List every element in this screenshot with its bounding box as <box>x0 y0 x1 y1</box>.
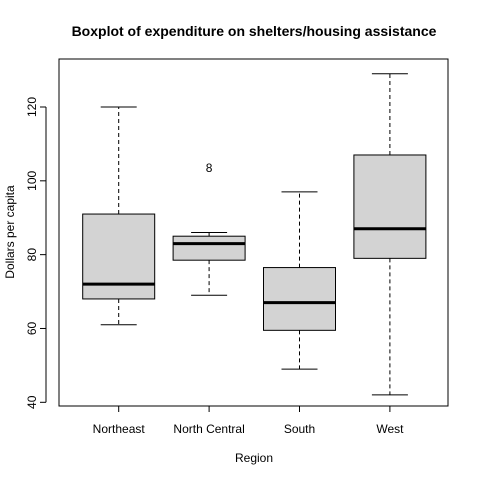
x-tick-label: West <box>376 422 404 436</box>
y-tick-label: 40 <box>25 395 39 409</box>
boxes-group: 8 <box>82 73 427 396</box>
box-iqr <box>172 235 246 261</box>
box-south <box>263 191 336 370</box>
x-axis: Northeast North Central South West <box>93 405 404 436</box>
y-tick-label: 100 <box>25 170 39 190</box>
y-tick-label: 60 <box>25 321 39 335</box>
box-north-central: 8 <box>172 161 246 296</box>
x-axis-label: Region <box>235 451 273 465</box>
x-tick-label: Northeast <box>93 422 146 436</box>
y-tick-label: 120 <box>25 97 39 117</box>
box-iqr <box>263 267 336 331</box>
box-iqr <box>82 213 156 300</box>
x-tick-label: North Central <box>173 422 244 436</box>
y-axis-label: Dollars per capita <box>3 185 17 279</box>
y-axis: 40 60 80 100 120 <box>25 97 47 409</box>
outlier-label: 8 <box>206 161 213 175</box>
chart-title: Boxplot of expenditure on shelters/housi… <box>72 23 437 39</box>
x-tick-label: South <box>284 422 315 436</box>
y-tick-label: 80 <box>25 248 39 262</box>
box-northeast <box>82 106 156 326</box>
box-west <box>353 73 427 396</box>
box-iqr <box>353 154 427 259</box>
